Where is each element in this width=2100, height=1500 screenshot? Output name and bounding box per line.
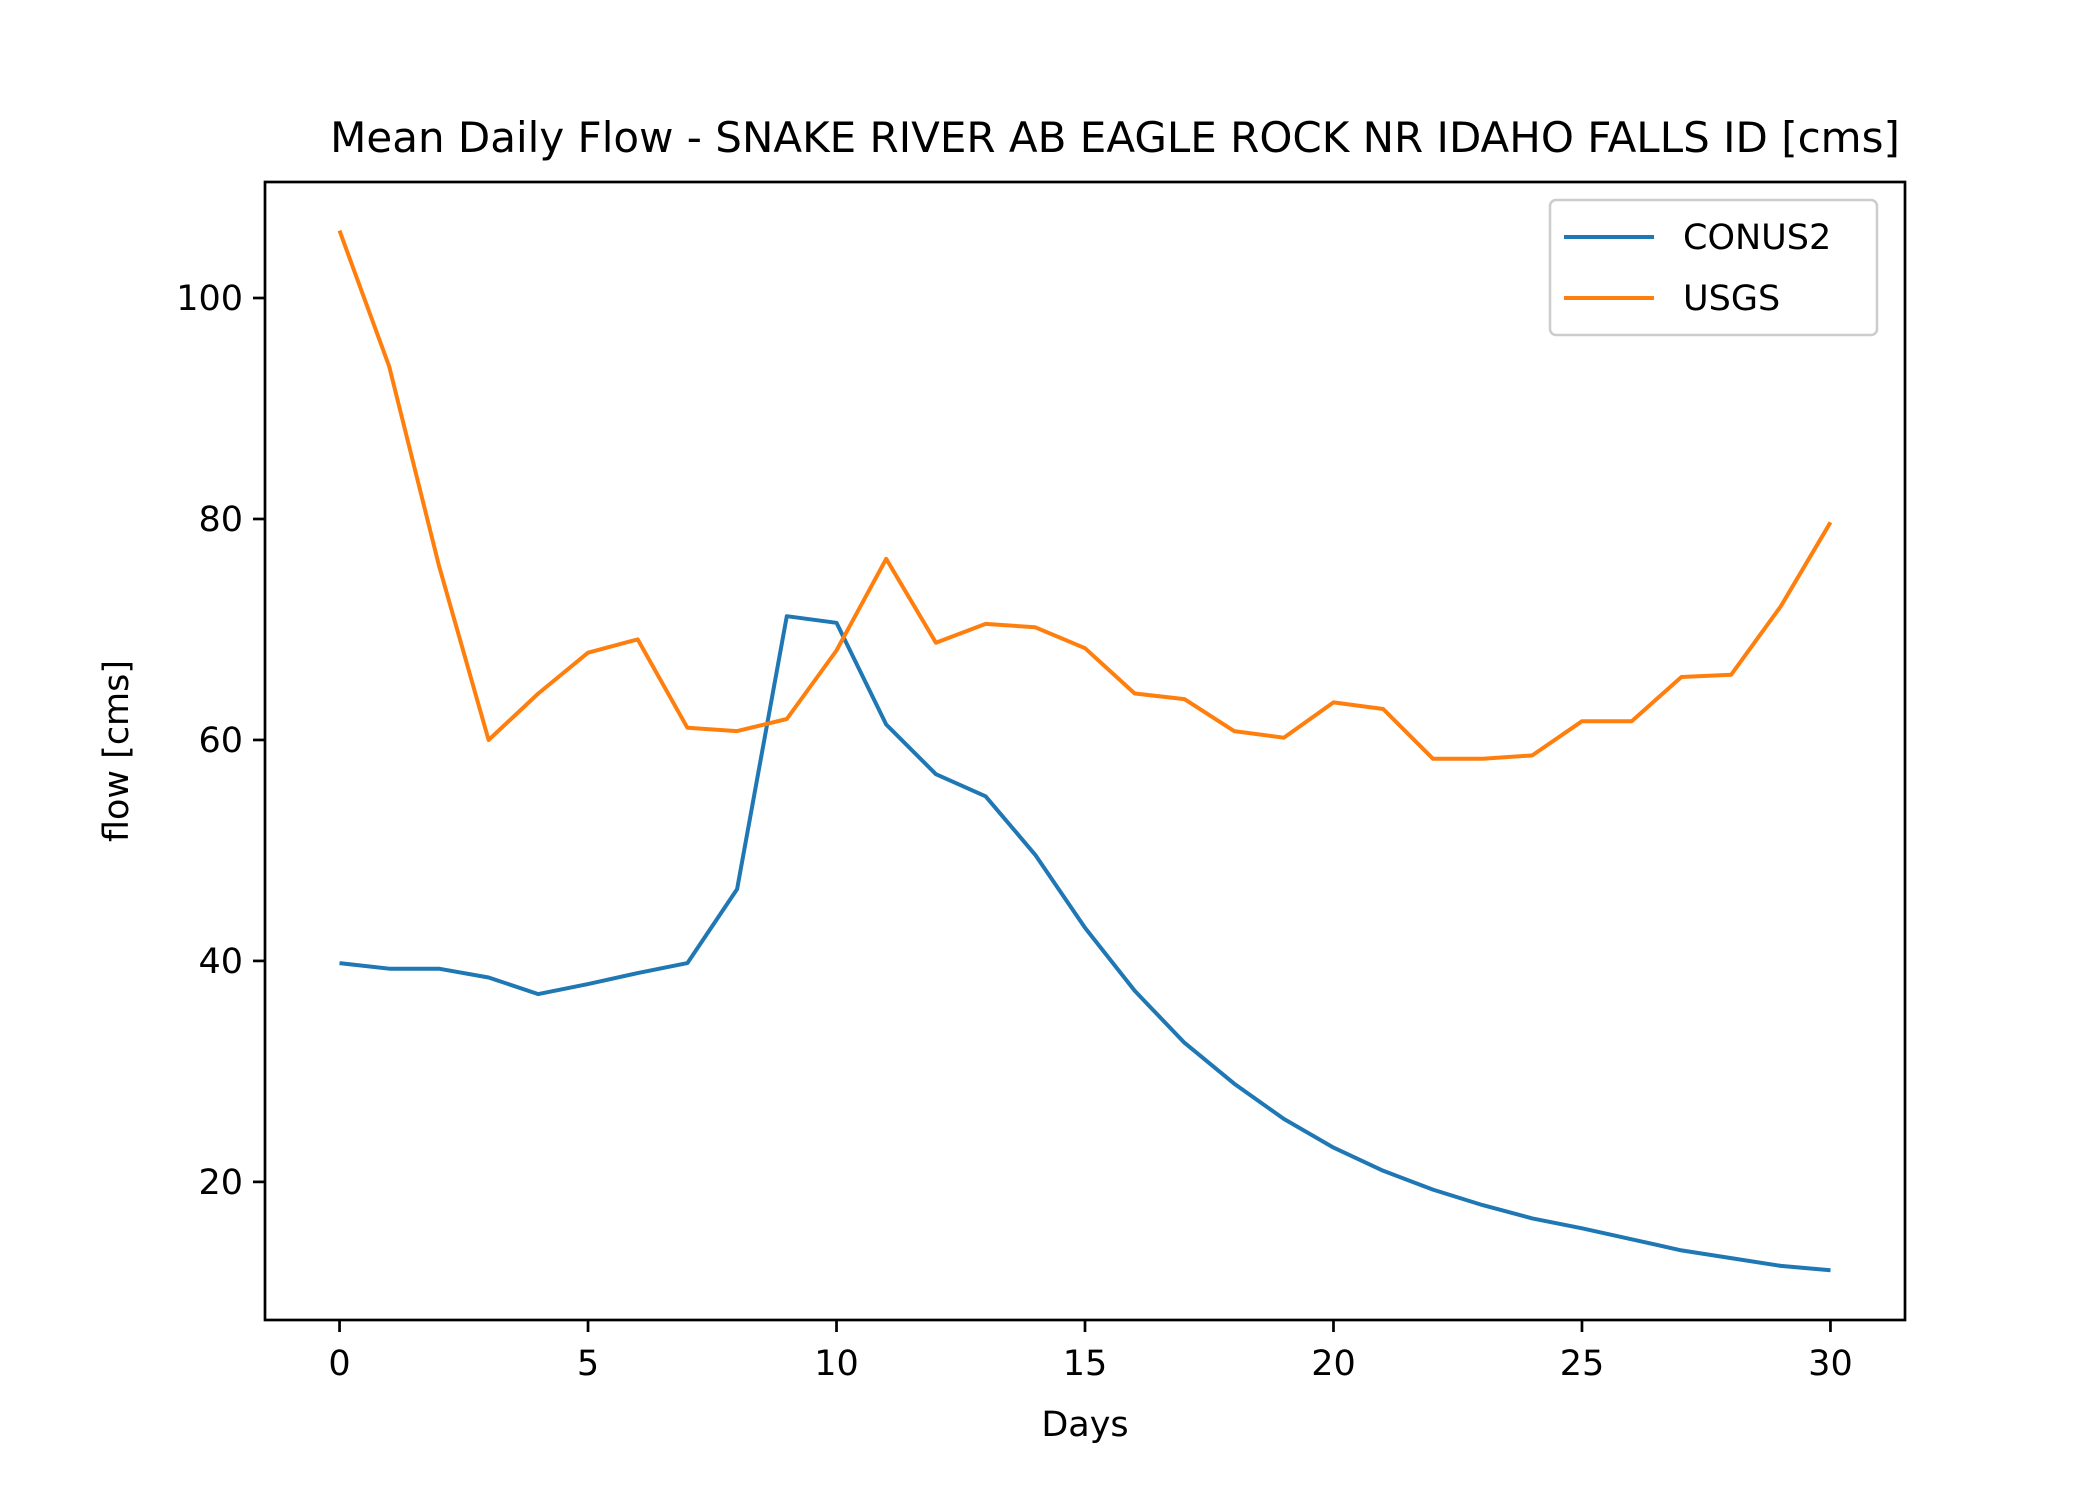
x-axis-label: Days <box>1041 1405 1128 1445</box>
legend-label-conus2: CONUS2 <box>1683 218 1831 258</box>
legend-label-usgs: USGS <box>1683 279 1780 319</box>
legend: CONUS2 USGS <box>1548 198 1879 337</box>
y-axis-label: flow [cms] <box>97 660 137 842</box>
series-line-usgs <box>337 229 1833 761</box>
y-axis-ticks: 20 40 60 80 100 <box>176 279 265 1203</box>
y-tick-label: 100 <box>176 279 243 319</box>
x-tick-label: 20 <box>1311 1344 1356 1384</box>
x-tick-label: 15 <box>1063 1344 1108 1384</box>
x-tick-label: 5 <box>577 1344 599 1384</box>
x-tick-label: 0 <box>328 1344 350 1384</box>
y-tick-label: 20 <box>198 1163 243 1203</box>
y-tick-label: 60 <box>198 721 243 761</box>
x-tick-label: 30 <box>1808 1344 1853 1384</box>
plot-frame <box>263 180 1907 1322</box>
x-axis-ticks: 0 5 10 15 20 25 30 <box>328 1320 1853 1384</box>
chart-title: Mean Daily Flow - SNAKE RIVER AB EAGLE R… <box>330 113 1900 162</box>
legend-box <box>1548 198 1879 337</box>
y-tick-label: 80 <box>198 500 243 540</box>
plot-series-group <box>337 229 1833 1273</box>
x-tick-label: 10 <box>814 1344 859 1384</box>
series-line-conus2 <box>339 614 1831 1273</box>
x-tick-label: 25 <box>1560 1344 1605 1384</box>
y-tick-label: 40 <box>198 942 243 982</box>
